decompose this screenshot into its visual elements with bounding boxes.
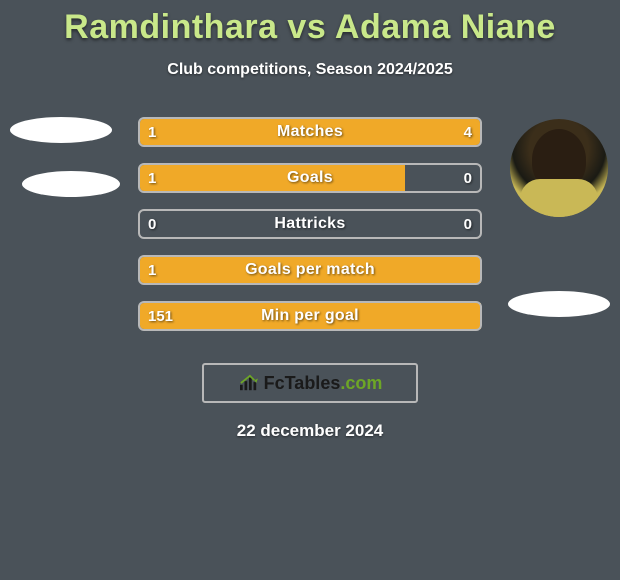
date-label: 22 december 2024 (0, 421, 620, 441)
bar-row: 00Hattricks (138, 209, 482, 239)
logo-text-black: FcTables (264, 373, 341, 393)
page-title: Ramdinthara vs Adama Niane (0, 0, 620, 47)
bar-row: 1Goals per match (138, 255, 482, 285)
placeholder-ellipse-left-2 (22, 171, 120, 197)
chart-icon (238, 374, 260, 392)
bar-label: Min per goal (138, 301, 482, 331)
bar-group: 14Matches 10Goals 00Hattricks 1Goals per ma… (138, 117, 482, 347)
comparison-chart: 14Matches 10Goals 00Hattricks 1Goals per ma… (0, 117, 620, 347)
subtitle: Club competitions, Season 2024/2025 (0, 61, 620, 79)
bar-label: Hattricks (138, 209, 482, 239)
logo-text-green: .com (340, 373, 382, 393)
bar-row: 10Goals (138, 163, 482, 193)
bar-row: 151Min per goal (138, 301, 482, 331)
fctables-logo[interactable]: FcTables.com (202, 363, 418, 403)
bar-label: Matches (138, 117, 482, 147)
placeholder-ellipse-right (508, 291, 610, 317)
placeholder-ellipse-left-1 (10, 117, 112, 143)
bar-row: 14Matches (138, 117, 482, 147)
logo-text: FcTables.com (264, 373, 383, 394)
bar-label: Goals per match (138, 255, 482, 285)
bar-label: Goals (138, 163, 482, 193)
player-right-avatar (510, 119, 608, 217)
